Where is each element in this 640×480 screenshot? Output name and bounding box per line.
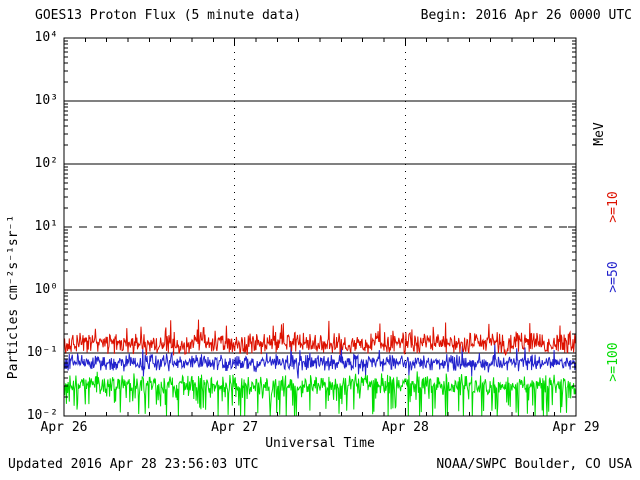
- y-tick-label: 10⁰: [34, 282, 58, 297]
- right-axis-unit-label: MeV: [592, 122, 607, 146]
- y-tick-label: 10¹: [34, 219, 58, 234]
- chart-title: GOES13 Proton Flux (5 minute data): [35, 8, 302, 23]
- x-tick-label: Apr 27: [211, 420, 259, 435]
- y-tick-label: 10⁻¹: [26, 345, 58, 360]
- x-tick-label: Apr 26: [40, 420, 88, 435]
- x-axis-label: Universal Time: [265, 436, 375, 451]
- series-label-3: >=100: [606, 342, 621, 382]
- y-tick-label: 10⁴: [34, 30, 58, 45]
- y-tick-label: 10²: [34, 156, 58, 171]
- y-axis-label: Particles cm⁻²s⁻¹sr⁻¹: [6, 214, 21, 380]
- begin-timestamp: Begin: 2016 Apr 26 0000 UTC: [420, 8, 632, 23]
- series-label-1: >=10: [606, 191, 621, 223]
- series-label-2: >=50: [606, 261, 621, 293]
- updated-timestamp: Updated 2016 Apr 28 23:56:03 UTC: [8, 457, 259, 472]
- source-credit: NOAA/SWPC Boulder, CO USA: [436, 457, 632, 472]
- y-tick-label: 10⁻²: [26, 408, 58, 423]
- x-tick-label: Apr 29: [552, 420, 600, 435]
- y-tick-label: 10³: [34, 93, 58, 108]
- x-tick-label: Apr 28: [381, 420, 429, 435]
